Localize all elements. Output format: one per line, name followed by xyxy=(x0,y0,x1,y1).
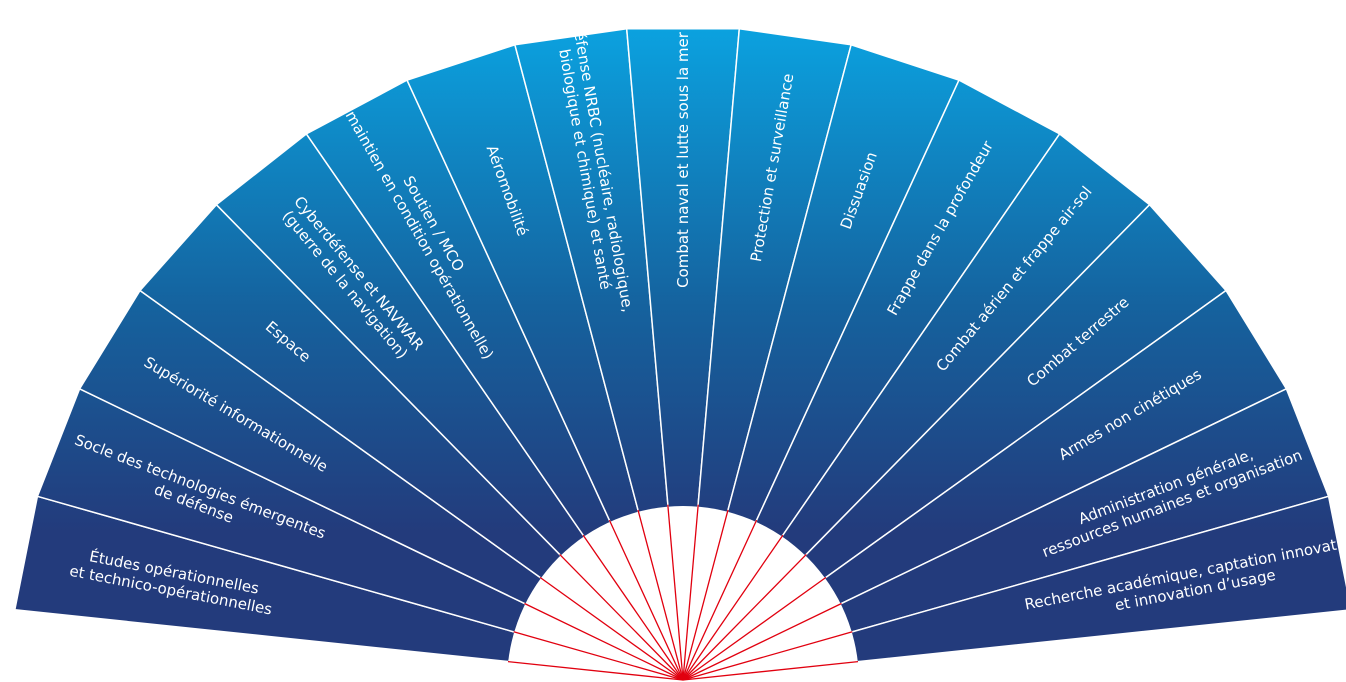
hub-spoke xyxy=(682,660,859,681)
hub-spoke xyxy=(682,576,827,681)
segment-label-line: Combat naval et lutte sous la mer xyxy=(674,31,692,288)
hub-spoke xyxy=(524,602,684,681)
hub-spoke xyxy=(682,631,853,681)
hub-spoke xyxy=(559,553,684,681)
hub-spoke xyxy=(682,602,842,681)
hub-spoke xyxy=(582,534,684,681)
hub-spoke xyxy=(637,509,684,681)
hub-spoke xyxy=(682,553,807,681)
hub-spoke xyxy=(608,519,684,681)
fan-hub xyxy=(507,504,859,682)
hub-spoke xyxy=(682,519,758,681)
hub-spoke xyxy=(507,660,684,681)
hub-spoke xyxy=(682,534,784,681)
hub-spoke xyxy=(667,504,684,681)
hub-spoke xyxy=(539,576,684,681)
hub-spoke xyxy=(682,504,699,681)
hub-spoke xyxy=(513,631,684,681)
segment-label: Combat naval et lutte sous la mer xyxy=(674,31,692,288)
hub-spoke xyxy=(682,509,729,681)
